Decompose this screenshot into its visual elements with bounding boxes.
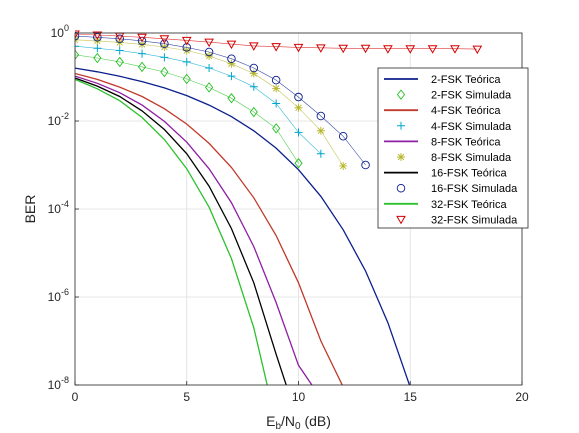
legend-label: 32-FSK Simulada bbox=[431, 214, 518, 226]
data-point bbox=[339, 45, 347, 52]
legend-label: 32-FSK Teórica bbox=[431, 199, 507, 211]
data-point bbox=[272, 44, 280, 51]
legend: 2-FSK Teórica 2-FSK Simulada 4-FSK Teórica… bbox=[378, 68, 528, 228]
data-point bbox=[138, 50, 146, 58]
y-tick-label: 10-4 bbox=[48, 199, 69, 216]
series-line bbox=[75, 68, 410, 387]
data-point bbox=[205, 64, 213, 72]
x-tick-label: 5 bbox=[183, 390, 190, 404]
data-point bbox=[295, 104, 303, 112]
data-point bbox=[227, 72, 235, 80]
data-point bbox=[451, 46, 459, 53]
legend-label: 2-FSK Simulada bbox=[431, 90, 512, 102]
data-point bbox=[116, 47, 124, 55]
series-32-fsk-te-rica bbox=[75, 79, 267, 385]
series-32-fsk-simulada bbox=[71, 31, 481, 53]
data-point bbox=[183, 58, 191, 66]
data-point bbox=[317, 45, 325, 52]
series-line bbox=[75, 78, 286, 385]
series-line bbox=[75, 79, 267, 385]
data-point bbox=[272, 99, 280, 107]
legend-label: 16-FSK Simulada bbox=[431, 183, 518, 195]
series-connector bbox=[75, 34, 477, 49]
y-tick-label: 10-2 bbox=[48, 111, 69, 128]
series-16-fsk-te-rica bbox=[75, 78, 286, 385]
x-tick-label: 0 bbox=[72, 390, 79, 404]
data-point bbox=[429, 46, 437, 53]
legend-label: 8-FSK Teórica bbox=[431, 136, 501, 148]
x-tick-label: 15 bbox=[404, 390, 418, 404]
data-point bbox=[339, 162, 347, 170]
legend-label: 4-FSK Teórica bbox=[431, 105, 501, 117]
data-point bbox=[384, 46, 392, 53]
y-axis-label: BER bbox=[22, 195, 38, 224]
data-point bbox=[317, 127, 325, 135]
legend-label: 16-FSK Teórica bbox=[431, 168, 507, 180]
series-line bbox=[75, 74, 343, 388]
series-16-fsk-simulada bbox=[71, 32, 369, 168]
series-8-fsk-te-rica bbox=[75, 76, 312, 385]
legend-swatch bbox=[397, 153, 405, 161]
series-4-fsk-te-rica bbox=[75, 74, 343, 388]
legend-label: 8-FSK Simulada bbox=[431, 152, 512, 164]
data-point bbox=[473, 46, 481, 53]
legend-label: 2-FSK Teórica bbox=[431, 74, 501, 86]
data-point bbox=[93, 44, 101, 52]
series-line bbox=[75, 76, 312, 385]
x-tick-label: 10 bbox=[292, 390, 306, 404]
data-point bbox=[250, 83, 258, 91]
data-point bbox=[362, 45, 370, 52]
y-tick-label: 100 bbox=[51, 23, 69, 40]
y-tick-label: 10-6 bbox=[48, 287, 69, 304]
x-tick-label: 20 bbox=[515, 390, 529, 404]
y-tick-label: 10-8 bbox=[48, 375, 69, 392]
data-point bbox=[250, 43, 258, 50]
x-axis-label: Eb/N0 (dB) bbox=[266, 413, 331, 432]
data-point bbox=[272, 84, 280, 92]
data-point bbox=[160, 53, 168, 61]
legend-label: 4-FSK Simulada bbox=[431, 121, 512, 133]
series-2-fsk-te-rica bbox=[75, 68, 410, 387]
